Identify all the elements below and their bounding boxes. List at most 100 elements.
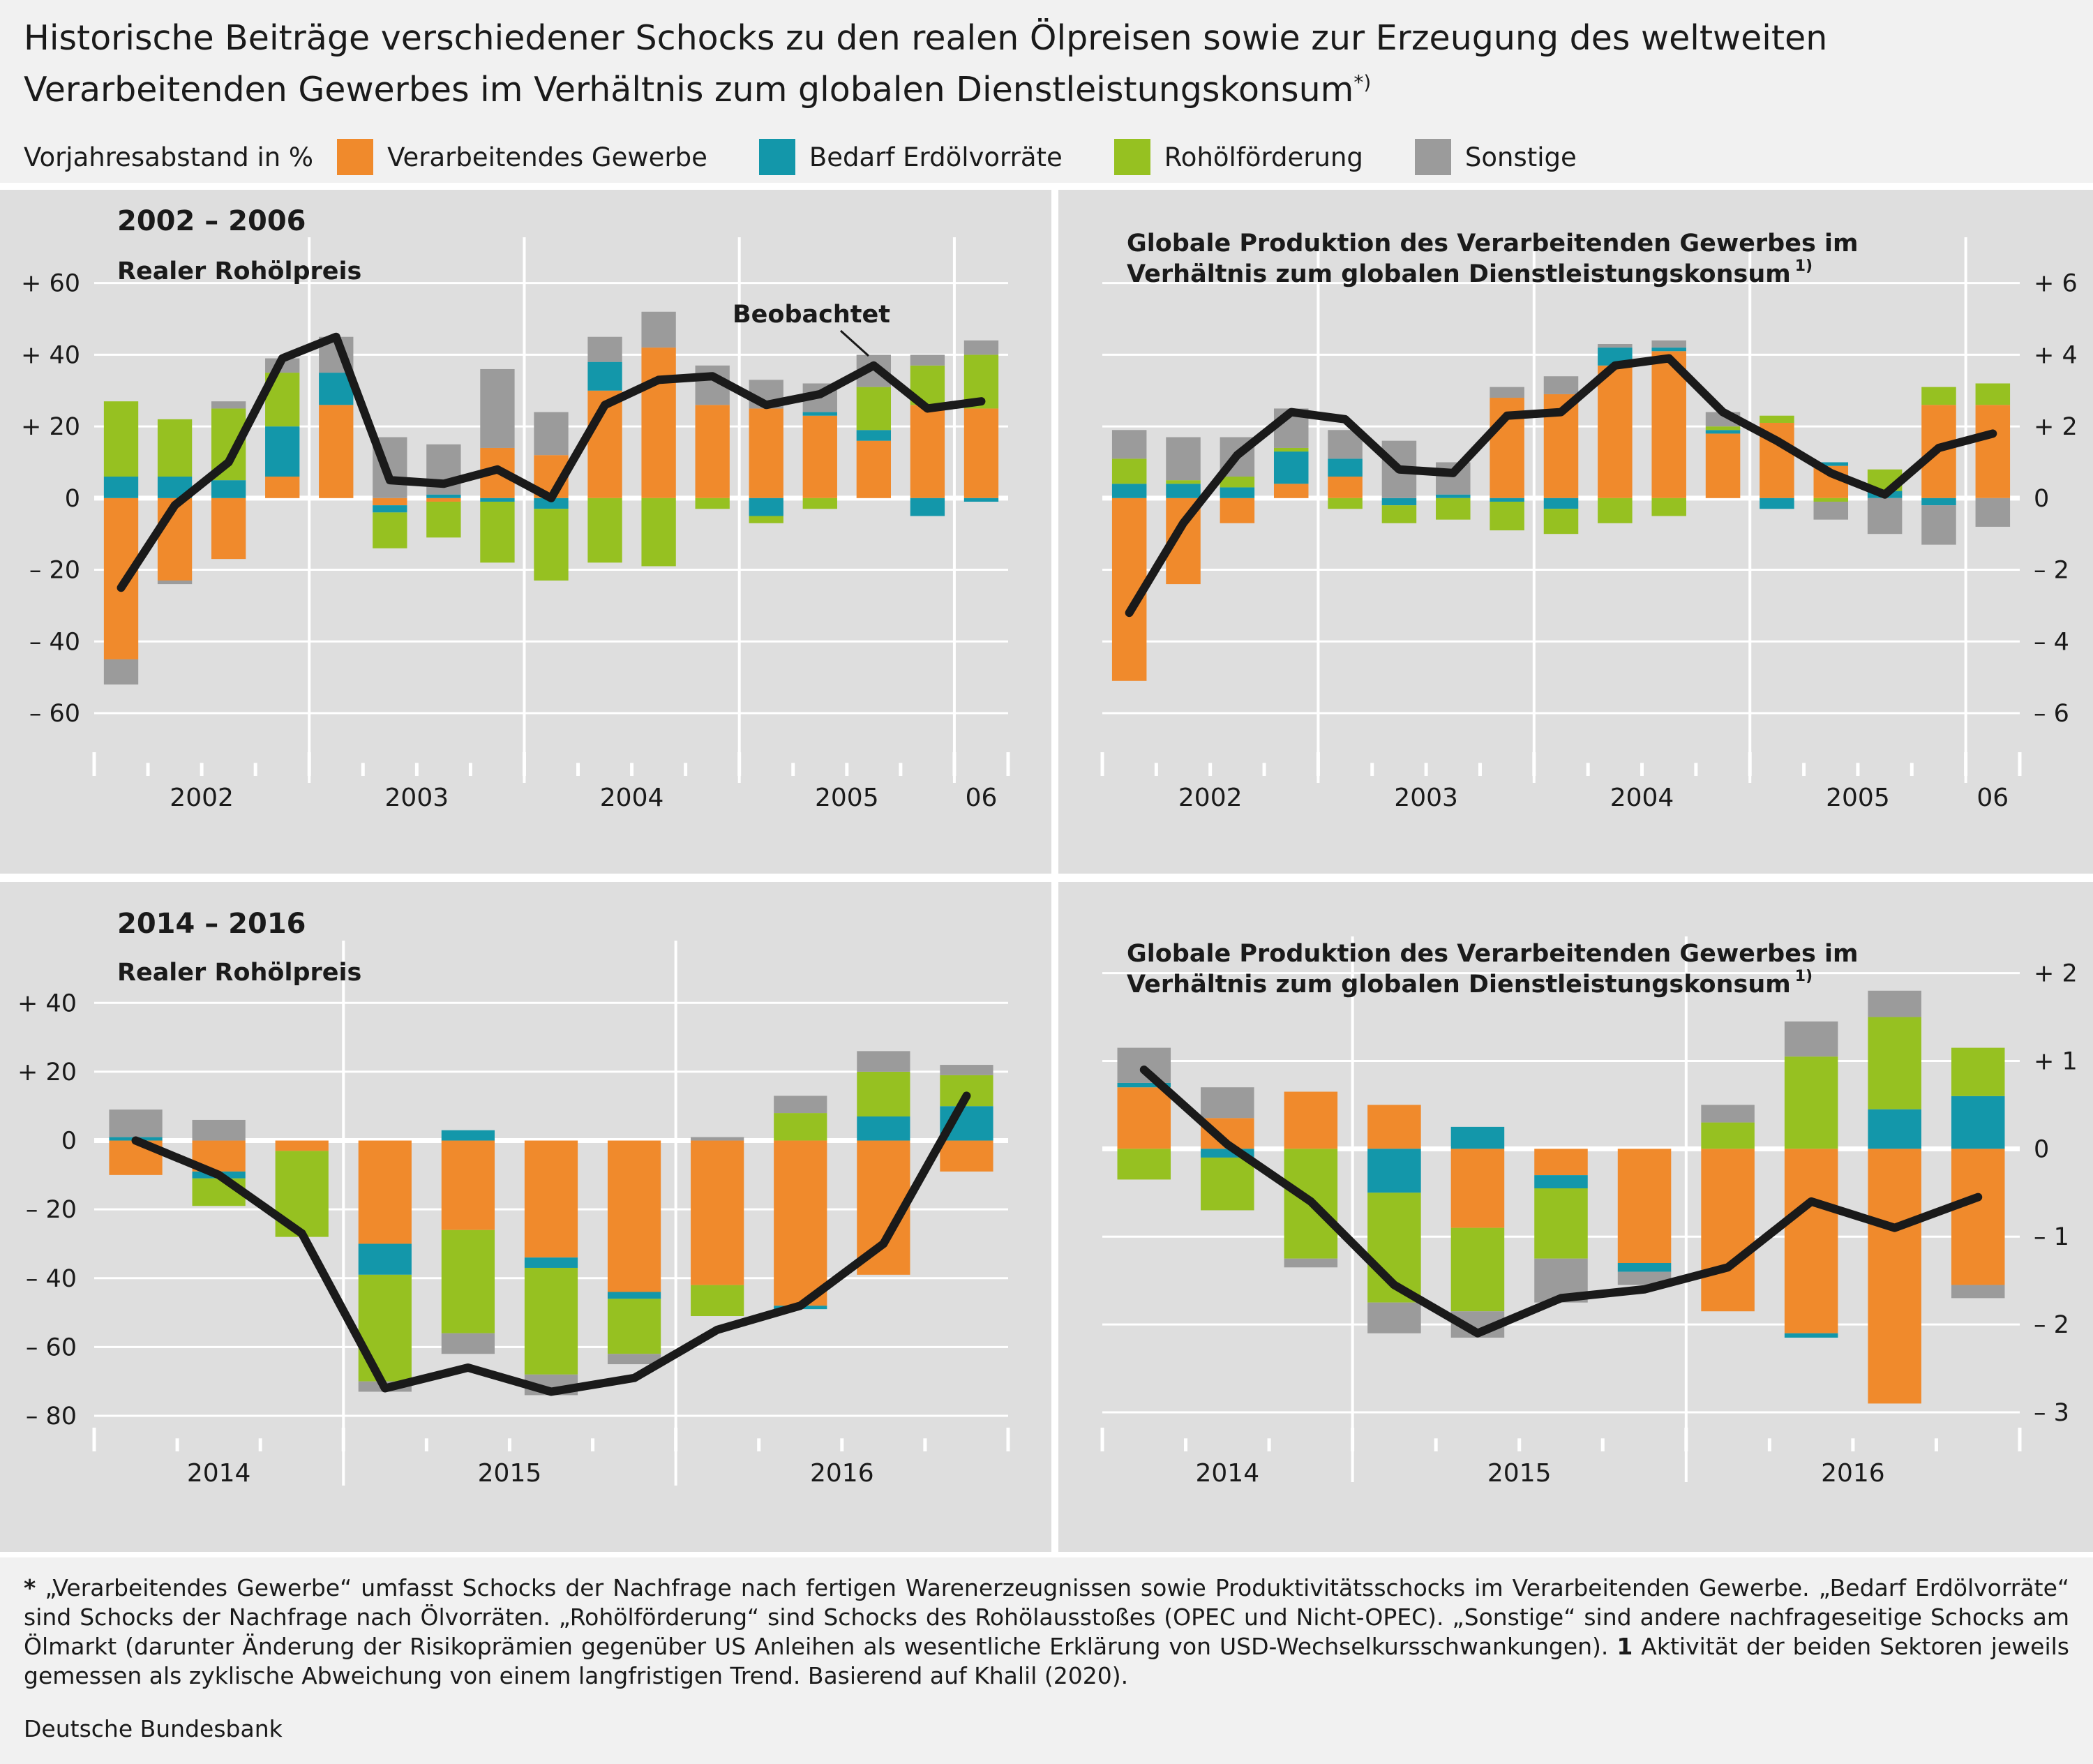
oil-2014-ytick-label: – 20	[26, 1196, 77, 1224]
oil-2014-ytick-label: – 40	[26, 1265, 77, 1293]
manu-2014-bar-manufacturing	[1367, 1105, 1421, 1149]
oil-2002-bar-manufacturing	[265, 477, 300, 498]
oil-2014-bar-inventory	[524, 1257, 578, 1268]
oil-2002-bar-oil-supply	[749, 516, 783, 523]
oil-2002-bar-manufacturing	[641, 347, 676, 498]
oil-2002-bar-inventory	[265, 426, 300, 477]
oil-2002-ytick-label: – 60	[29, 700, 80, 728]
oil-2002-bar-inventory	[373, 505, 407, 513]
oil-2002-period-label: 2002 – 2006	[117, 205, 306, 237]
oil-2014-bar-oil-supply	[774, 1113, 827, 1141]
manu-2002-bar-manufacturing	[1328, 477, 1363, 498]
manu-2002-bar-inventory	[1921, 498, 1956, 506]
manu-2014-bar-inventory	[1868, 1109, 1921, 1149]
oil-2002-bar-oil-supply	[157, 419, 193, 477]
manu-2014-bar-inventory	[1450, 1126, 1505, 1149]
oil-2002-bar-manufacturing	[963, 408, 999, 498]
manu-2002-bar-inventory	[1381, 498, 1417, 506]
manu-2002-bar-oil-supply	[1381, 505, 1417, 523]
oil-2002-bar-oil-supply	[480, 501, 515, 563]
oil-2014-subtitle: Realer Rohölpreis	[117, 959, 361, 987]
manu-2014-bar-inventory	[1534, 1175, 1588, 1188]
manu-2002-bar-other	[1166, 437, 1201, 481]
oil-2002-bar-manufacturing	[695, 405, 730, 498]
manu-2002-bar-other	[1813, 501, 1849, 520]
manu-2014-bar-manufacturing	[1868, 1149, 1921, 1404]
manu-2014-bar-oil-supply	[1450, 1227, 1505, 1312]
manu-2002-year-label: 2002	[1178, 784, 1243, 812]
manu-2002-bar-oil-supply	[1166, 480, 1201, 484]
manu-2002-bar-inventory	[1273, 451, 1309, 484]
manu-2002-bar-inventory	[1705, 430, 1741, 434]
manu-2014-bar-oil-supply	[1868, 1017, 1921, 1109]
oil-2014-bar-oil-supply	[524, 1267, 578, 1375]
legend-swatch-manufacturing	[337, 139, 374, 175]
oil-2002-year-label: 2004	[600, 784, 664, 812]
manu-2014-bar-other	[1117, 1047, 1171, 1083]
oil-2002-year-label: 2003	[385, 784, 449, 812]
manu-2002-bar-other	[1543, 376, 1579, 394]
oil-2014-bar-other	[691, 1137, 744, 1141]
oil-2002-ytick-label: + 60	[21, 270, 80, 298]
oil-2002-bar-manufacturing	[910, 405, 945, 498]
manu-2002-bar-inventory	[1813, 462, 1849, 466]
oil-2014-bar-oil-supply	[441, 1229, 495, 1333]
manu-2014-year-label: 2015	[1487, 1459, 1552, 1488]
oil-2002-bar-inventory	[910, 498, 945, 516]
oil-2002-bar-oil-supply	[641, 498, 676, 567]
manu-2002-ytick-label: + 6	[2034, 270, 2078, 298]
oil-2014-bar-other	[607, 1354, 661, 1365]
manu-2002-ytick-label: – 2	[2034, 557, 2069, 585]
title-line-1: Historische Beiträge verschiedener Schoc…	[24, 18, 1828, 58]
separator-middle	[0, 874, 2093, 882]
oil-2014-bar-manufacturing	[275, 1140, 329, 1151]
manu-2014-bar-manufacturing	[1450, 1149, 1505, 1228]
oil-2014-ytick-label: + 40	[17, 989, 77, 1017]
oil-2002-bar-other	[641, 311, 676, 348]
manu-2002-bar-oil-supply	[1328, 498, 1363, 509]
manu-2002-bar-oil-supply	[1651, 498, 1686, 516]
manu-2002-subtitle-note: 1)	[1795, 257, 1813, 275]
oil-2002-bar-oil-supply	[426, 501, 461, 538]
manu-2002-ytick-label: – 6	[2034, 700, 2069, 728]
oil-2002-bar-inventory	[534, 498, 569, 509]
manu-2014-bar-manufacturing	[1617, 1149, 1672, 1263]
manu-2002-bar-oil-supply	[1813, 498, 1849, 502]
oil-2002-bar-other	[211, 401, 246, 409]
oil-2002-bar-oil-supply	[856, 387, 892, 431]
manu-2002-ytick-label: + 2	[2034, 413, 2078, 441]
manu-2014-bar-manufacturing	[1701, 1149, 1755, 1312]
oil-2014-bar-inventory	[441, 1130, 495, 1141]
oil-2002-bar-inventory	[802, 412, 837, 416]
manu-2002-bar-other	[1867, 498, 1903, 535]
manu-2014-ytick-label: – 3	[2034, 1399, 2069, 1427]
manu-2014-bar-oil-supply	[1201, 1157, 1254, 1211]
manu-2002-bar-other	[1921, 505, 1956, 545]
oil-2014-bar-other	[441, 1333, 495, 1354]
manu-2002-bar-inventory	[1760, 498, 1794, 509]
oil-2002-bar-other	[910, 354, 945, 366]
oil-2014-bar-other	[774, 1096, 827, 1114]
oil-2014-bar-oil-supply	[857, 1071, 910, 1117]
oil-2002-bar-other	[480, 368, 515, 448]
manu-2002-bar-oil-supply	[1921, 387, 1956, 405]
oil-2002-bar-manufacturing	[373, 498, 407, 506]
oil-2014-bar-oil-supply	[358, 1274, 412, 1382]
manu-2002-subtitle-line-2: Verhältnis zum globalen Dienstleistungsk…	[1127, 260, 1791, 288]
oil-2002-bar-inventory	[963, 498, 999, 502]
oil-2014-ytick-label: + 20	[17, 1059, 77, 1086]
manu-2014-bar-inventory	[1117, 1082, 1171, 1088]
oil-2002-bar-inventory	[426, 494, 461, 498]
manu-2002-bar-manufacturing	[1273, 484, 1309, 498]
oil-2002-bar-manufacturing	[211, 498, 246, 560]
oil-2014-bar-other	[940, 1065, 993, 1075]
legend-item-oil-supply: Rohölförderung	[1113, 139, 1363, 175]
oil-2002-observed-line	[117, 332, 986, 592]
oil-2002-ytick-label: – 20	[29, 557, 80, 585]
legend-item-manufacturing: Verarbeitendes Gewerbe	[337, 139, 707, 175]
legend-label-oil-supply: Rohölförderung	[1164, 142, 1363, 172]
manu-2014-bar-manufacturing	[1284, 1091, 1338, 1149]
oil-2014-bar-oil-supply	[691, 1285, 744, 1317]
manu-2002-bar-other	[1975, 498, 2011, 527]
